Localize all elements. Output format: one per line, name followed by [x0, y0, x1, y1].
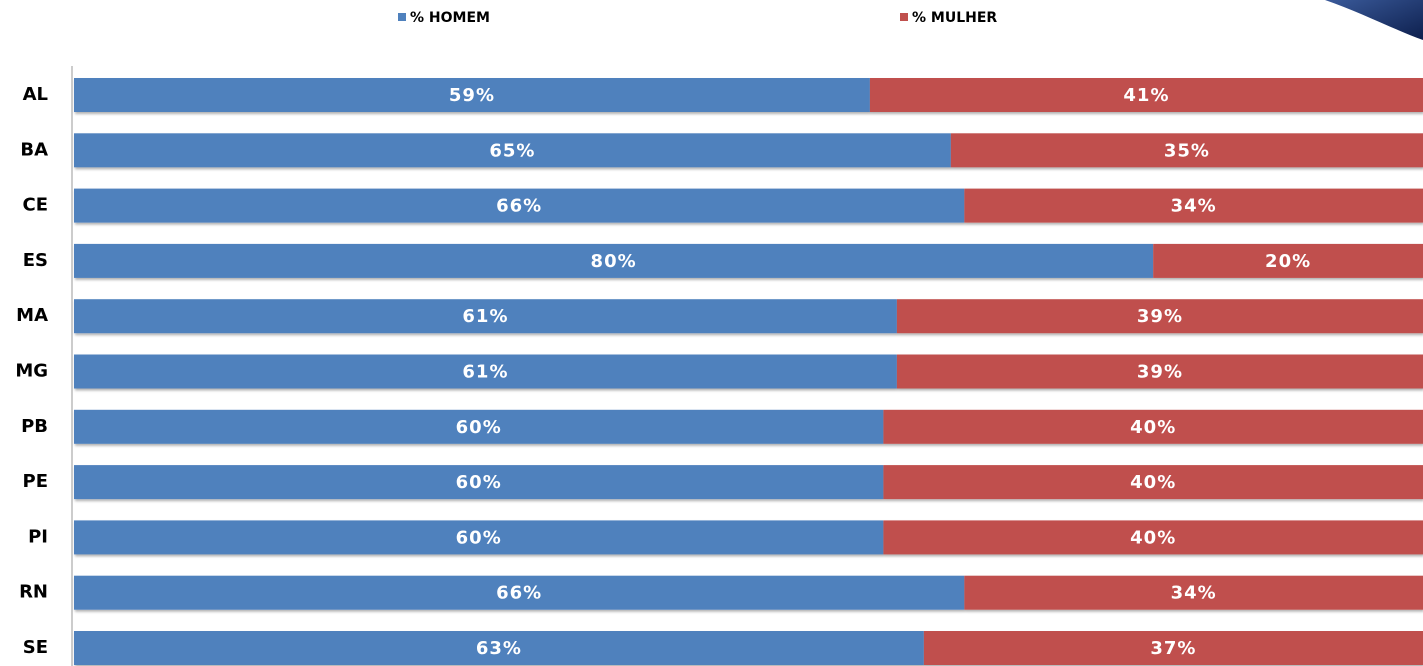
bar-segment	[74, 465, 884, 500]
legend-swatch	[900, 13, 908, 21]
y-tick-label: BA	[20, 139, 48, 160]
data-label: 20%	[1265, 251, 1311, 272]
data-label: 59%	[449, 85, 495, 106]
y-tick-label: SE	[23, 637, 48, 658]
data-label: 65%	[489, 140, 535, 161]
data-label: 40%	[1130, 417, 1176, 438]
legend-label: % HOMEM	[410, 10, 490, 26]
bar-segment	[896, 299, 1423, 334]
bar-segment	[74, 631, 924, 665]
bar-segment	[869, 78, 1423, 112]
legend-swatch	[398, 13, 406, 21]
data-label: 60%	[456, 417, 502, 438]
data-label: 41%	[1123, 85, 1169, 106]
bar-segment	[74, 520, 884, 555]
bar-segment	[1153, 243, 1423, 278]
data-label: 66%	[496, 196, 542, 217]
bar-segment	[74, 78, 870, 112]
bar-segment	[74, 133, 951, 168]
bar-segment	[74, 243, 1154, 278]
bar-segment	[74, 354, 897, 389]
data-label: 40%	[1130, 527, 1176, 548]
y-tick-label: RN	[19, 582, 48, 603]
data-label: 39%	[1137, 362, 1183, 383]
data-label: 39%	[1137, 306, 1183, 327]
data-label: 40%	[1130, 472, 1176, 493]
data-label: 34%	[1171, 196, 1217, 217]
bar-segment	[964, 575, 1423, 610]
data-label: 35%	[1164, 140, 1210, 161]
bar-segment	[74, 409, 884, 444]
y-tick-label: PE	[23, 471, 49, 492]
y-tick-label: CE	[22, 195, 48, 216]
data-label: 61%	[462, 306, 508, 327]
bar-segment	[883, 465, 1423, 500]
bar-segment	[964, 188, 1423, 223]
data-label: 66%	[496, 583, 542, 604]
data-label: 37%	[1150, 638, 1196, 659]
bar-segment	[950, 133, 1423, 168]
data-label: 80%	[591, 251, 637, 272]
bar-segment	[74, 575, 965, 610]
data-label: 60%	[456, 472, 502, 493]
y-tick-label: ES	[23, 250, 48, 271]
data-label: 60%	[456, 527, 502, 548]
y-tick-label: MG	[15, 361, 48, 382]
data-label: 34%	[1171, 583, 1217, 604]
bar-segment	[883, 409, 1423, 444]
bars	[74, 78, 1423, 665]
decoration	[1325, 0, 1423, 40]
data-label: 61%	[462, 362, 508, 383]
bar-segment	[74, 299, 897, 334]
y-tick-label: MA	[16, 305, 48, 326]
y-tick-label: PI	[28, 526, 48, 547]
bar-segment	[74, 188, 965, 223]
legend-label: % MULHER	[912, 10, 997, 26]
data-label: 63%	[476, 638, 522, 659]
y-tick-label: PB	[21, 416, 48, 437]
bar-segment	[896, 354, 1423, 389]
bar-segment	[923, 631, 1423, 665]
bar-segment	[883, 520, 1423, 555]
y-tick-label: AL	[23, 84, 48, 105]
